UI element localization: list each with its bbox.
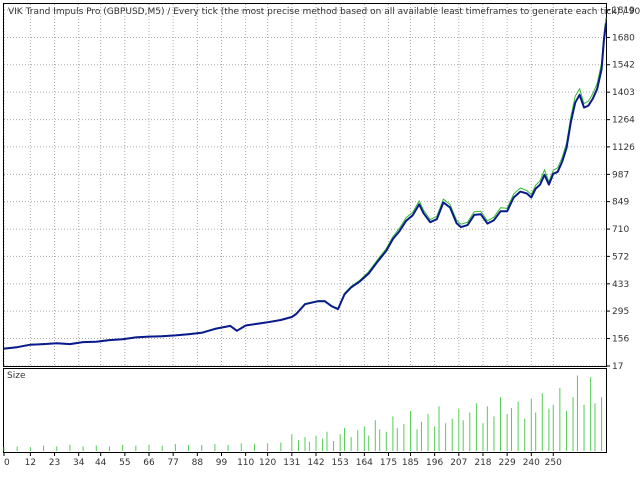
y-tick-label: 1819 [612,6,635,16]
x-tick-label: 250 [545,458,562,468]
chart-title: VIK Trand Impuls Pro (GBPUSD,M5) / Every… [8,7,640,17]
x-tick-label: 12 [25,458,36,468]
y-tick-label: 1403 [612,88,635,98]
x-tick-label: 196 [426,458,443,468]
y-tick-label: 17 [612,362,623,372]
x-tick-label: 23 [49,458,60,468]
balance-line [3,23,607,350]
x-tick-label: 66 [143,458,155,468]
x-tick-label: 99 [216,458,228,468]
x-tick-label: 153 [332,458,349,468]
size-panel: Size [3,368,607,453]
y-tick-label: 1264 [612,116,635,126]
y-tick-label: 1542 [612,61,635,71]
y-tick-label: 156 [612,335,629,345]
x-tick-label: 229 [499,458,516,468]
x-tick-label: 164 [356,458,373,468]
x-tick-label: 34 [73,458,85,468]
x-axis-ticks: 0 12 23 34 44 55 66 77 88 99 110 120 131 142 153 164 175… [3,452,562,468]
x-tick-label: 88 [192,458,204,468]
x-tick-label: 131 [283,458,300,468]
y-tick-label: 295 [612,307,629,317]
y-tick-label: 710 [612,225,629,235]
x-tick-label: 240 [523,458,540,468]
y-axis-ticks: 1819 1680 1542 1403 1264 1126 987 849 710 572 433 2… [606,6,635,372]
balance-equity-panel: VIK Trand Impuls Pro (GBPUSD,M5) / Every… [3,3,640,372]
x-tick-label: 218 [474,458,491,468]
x-tick-label: 0 [4,458,10,468]
x-tick-label: 207 [450,458,467,468]
size-panel-frame [3,368,607,453]
y-tick-label: 572 [612,252,629,262]
x-tick-label: 44 [95,458,107,468]
x-tick-label: 55 [119,458,130,468]
size-panel-label: Size [7,371,26,381]
x-tick-label: 110 [237,458,254,468]
x-tick-label: 142 [307,458,324,468]
size-bars [3,375,603,451]
x-tick-label: 77 [167,458,178,468]
y-tick-label: 849 [612,198,629,208]
x-tick-label: 120 [259,458,276,468]
x-tick-label: 175 [380,458,397,468]
main-grid [3,4,606,367]
x-tick-label: 185 [402,458,419,468]
y-tick-label: 987 [612,170,629,180]
y-tick-label: 1680 [612,33,635,43]
y-tick-label: 1126 [612,143,635,153]
main-panel-frame [3,3,607,367]
y-tick-label: 433 [612,280,629,290]
